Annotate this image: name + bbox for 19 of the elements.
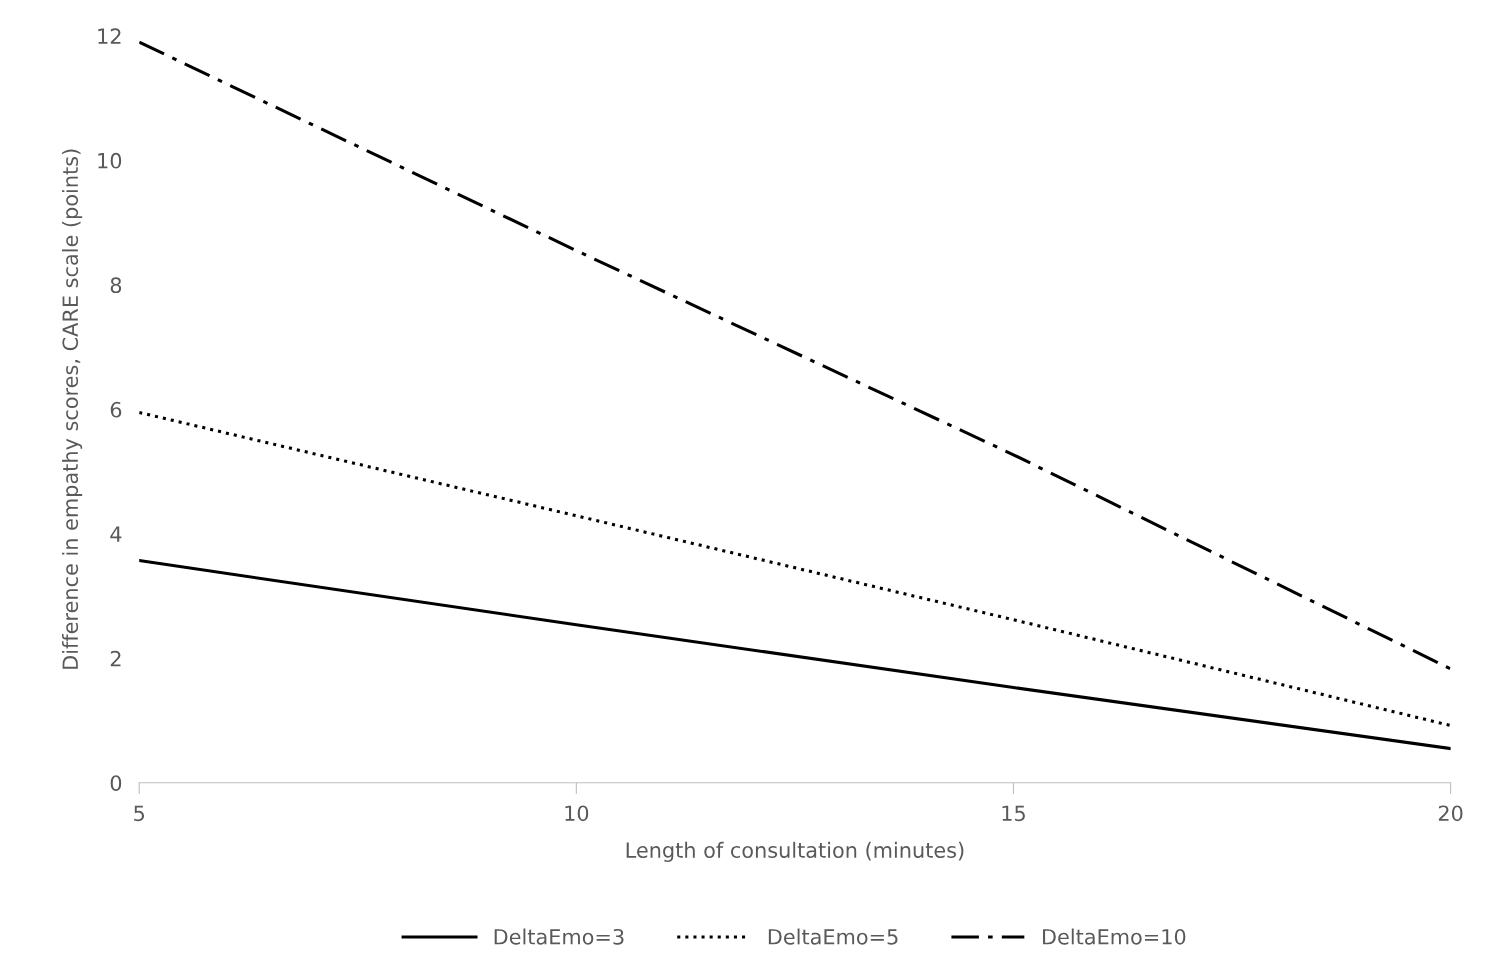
y-tick-label: 8	[110, 277, 122, 294]
y-tick-label: 4	[110, 526, 122, 542]
line-series	[139, 40, 1451, 671]
legend-label: DeltaEmo=5	[768, 928, 898, 945]
x-axis-title: Length of consultation (minutes)	[626, 841, 964, 862]
x-tick-label: 10	[565, 805, 589, 822]
y-axis-title: Difference in empathy scores, CARE scale (points)	[61, 149, 83, 669]
line-series	[139, 559, 1451, 751]
legend-label: DeltaEmo=3	[494, 928, 624, 945]
y-tick-label: 10	[98, 152, 122, 169]
x-tick-label: 5	[134, 805, 145, 822]
x-tick-label: 15	[1002, 805, 1025, 822]
line-series	[139, 410, 1451, 728]
y-tick-label: 6	[110, 401, 122, 418]
y-tick-label: 0	[110, 775, 122, 791]
y-tick-label: 2	[110, 650, 121, 667]
x-tick-label: 20	[1438, 805, 1463, 822]
y-tick-label: 12	[98, 28, 121, 44]
legend-label: DeltaEmo=10	[1043, 928, 1186, 945]
